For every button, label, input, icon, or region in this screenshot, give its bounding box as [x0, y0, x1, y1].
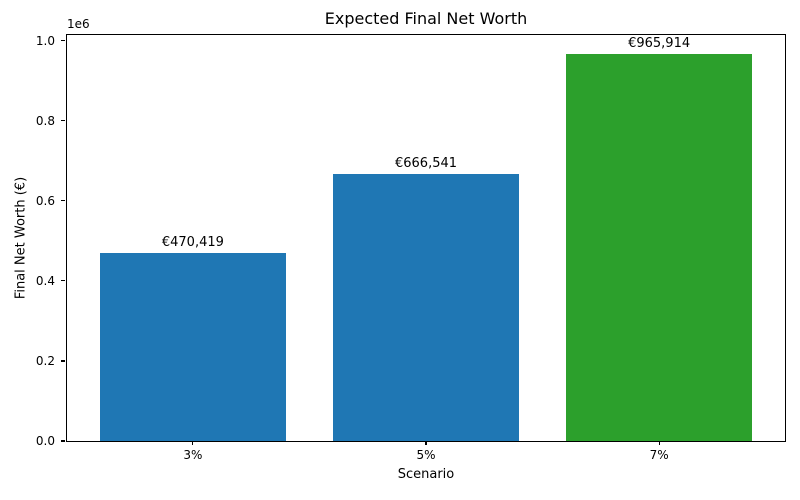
x-tick-label: 7%: [649, 448, 669, 462]
bar-3%: [99, 252, 287, 441]
x-tick-mark: [192, 441, 194, 445]
x-tick-mark: [658, 441, 660, 445]
x-tick-label: 5%: [416, 448, 436, 462]
x-axis-label: Scenario: [397, 467, 455, 482]
x-tick-mark: [425, 441, 427, 445]
y-tick-label: 0.4: [35, 273, 55, 288]
y-tick-mark: [61, 440, 65, 442]
y-tick-mark: [61, 280, 65, 282]
x-tick-label: 3%: [183, 448, 203, 462]
y-axis-offset-text: 1e6: [67, 17, 90, 31]
y-tick-label: 0.2: [35, 353, 55, 368]
bar-value-label: €666,541: [394, 156, 458, 172]
plot-area: 0.0 0.2 0.4 0.6 0.8 1.0 3% 5% 7% €470,419 €666,541…: [36, 34, 786, 461]
bar-7%: [565, 54, 753, 441]
y-tick-mark: [61, 120, 65, 122]
y-tick-label: 0.8: [35, 113, 55, 128]
bar-5%: [332, 174, 520, 441]
y-tick-label: 1.0: [35, 33, 55, 48]
bar-value-label: €470,419: [161, 234, 224, 250]
y-tick-mark: [61, 360, 65, 362]
y-tick-label: 0.6: [35, 193, 55, 208]
bar-value-label: €965,914: [628, 36, 691, 52]
y-tick-mark: [61, 40, 65, 42]
y-tick-mark: [61, 200, 65, 202]
y-tick-label: 0.0: [35, 434, 55, 448]
chart-title: Expected Final Net Worth: [324, 9, 528, 28]
